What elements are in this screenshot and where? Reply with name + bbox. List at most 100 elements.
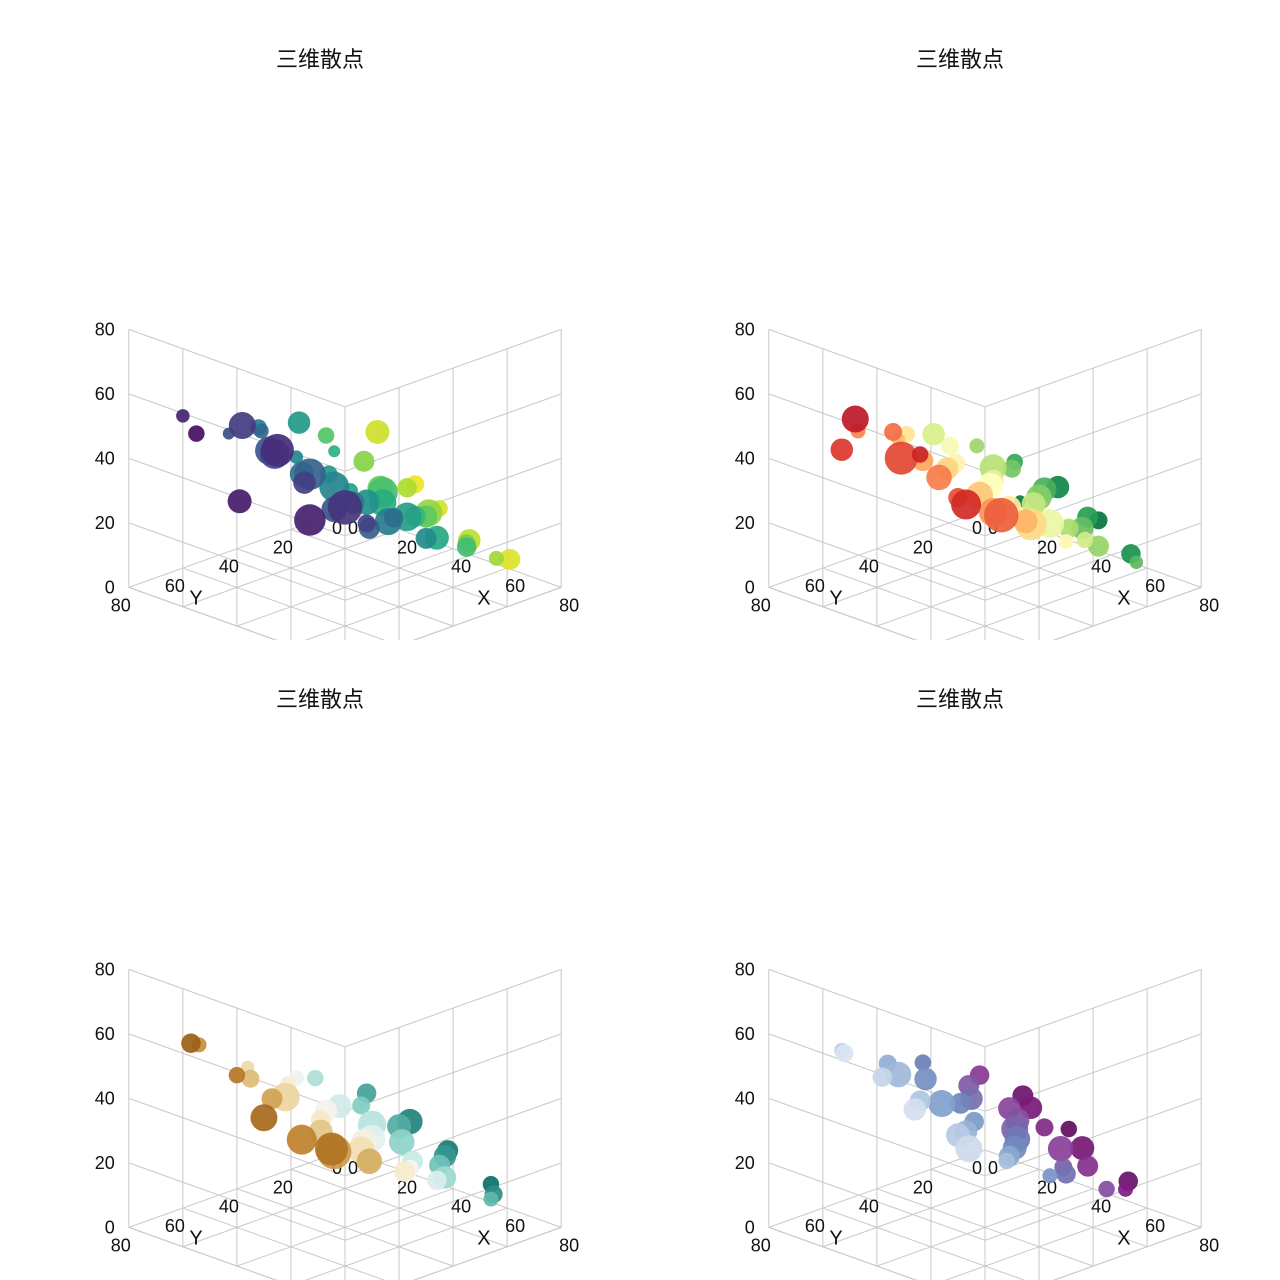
- scatter-point: [926, 465, 952, 491]
- svg-text:80: 80: [751, 595, 771, 615]
- scatter-point: [884, 423, 902, 441]
- scatter-point: [928, 1090, 955, 1117]
- scatter-point: [315, 1133, 348, 1166]
- svg-text:Y: Y: [189, 588, 202, 610]
- scatter-point: [416, 528, 437, 549]
- svg-text:40: 40: [95, 448, 115, 468]
- scatter-point: [1098, 1181, 1115, 1198]
- panel-top-right: 三维散点 020406080020406080020406080XY: [640, 0, 1280, 640]
- scatter-point: [835, 1044, 853, 1062]
- scatter-point: [873, 1067, 893, 1087]
- svg-text:60: 60: [165, 576, 185, 596]
- scatter-point: [384, 508, 404, 528]
- scatter-point: [176, 409, 190, 423]
- scatter-point: [1056, 1164, 1076, 1184]
- svg-text:60: 60: [735, 384, 755, 404]
- scatter-point: [181, 1034, 201, 1054]
- svg-text:40: 40: [859, 557, 879, 577]
- svg-text:Y: Y: [829, 1228, 842, 1250]
- svg-text:40: 40: [451, 1197, 471, 1217]
- svg-text:X: X: [477, 588, 490, 610]
- scatter-point: [457, 537, 477, 557]
- scatter-point: [318, 427, 335, 444]
- scatter-point: [228, 489, 252, 513]
- scatter-point: [1118, 1182, 1133, 1197]
- svg-text:X: X: [1117, 588, 1130, 610]
- svg-text:80: 80: [559, 595, 579, 615]
- svg-text:40: 40: [219, 1197, 239, 1217]
- svg-text:0: 0: [105, 577, 115, 597]
- panel-bottom-right: 三维散点 020406080020406080020406080XY: [640, 640, 1280, 1280]
- scatter-point: [353, 451, 374, 472]
- scatter-point: [307, 1070, 324, 1087]
- scatter-point: [365, 420, 389, 444]
- svg-text:X: X: [1117, 1228, 1130, 1250]
- svg-text:60: 60: [505, 1216, 525, 1236]
- scatter-point: [984, 498, 1019, 533]
- scatter-point: [922, 423, 945, 446]
- svg-text:80: 80: [559, 1235, 579, 1255]
- svg-text:40: 40: [859, 1197, 879, 1217]
- scatter-point: [254, 423, 269, 438]
- panel-top-left: 三维散点 020406080020406080020406080XY: [0, 0, 640, 640]
- scatter-point: [328, 490, 363, 525]
- scatter-point: [287, 1125, 317, 1155]
- svg-text:80: 80: [95, 319, 115, 339]
- svg-text:0: 0: [745, 577, 755, 597]
- svg-text:20: 20: [913, 1177, 933, 1197]
- scatter-point: [489, 551, 504, 566]
- scatter-point: [427, 1171, 447, 1191]
- scatter-point: [288, 411, 311, 434]
- scatter-point: [294, 504, 326, 536]
- scatter-point: [394, 1161, 415, 1182]
- svg-text:80: 80: [111, 595, 131, 615]
- svg-text:Y: Y: [829, 588, 842, 610]
- scatter3d-plot: 020406080020406080020406080XY: [640, 0, 1280, 640]
- scatter3d-plot: 020406080020406080020406080XY: [0, 640, 640, 1280]
- scatter-point: [1048, 1136, 1074, 1162]
- svg-text:20: 20: [735, 513, 755, 533]
- scatter-point: [483, 1192, 498, 1207]
- svg-text:20: 20: [95, 1153, 115, 1173]
- scatter-point: [261, 434, 294, 467]
- svg-text:40: 40: [1091, 1197, 1111, 1217]
- svg-text:40: 40: [219, 557, 239, 577]
- scatter-point: [397, 478, 417, 498]
- scatter-point: [912, 446, 929, 463]
- scatter-point: [1061, 1121, 1078, 1138]
- svg-text:60: 60: [95, 1024, 115, 1044]
- svg-text:80: 80: [111, 1235, 131, 1255]
- scatter-point: [188, 425, 205, 442]
- svg-text:20: 20: [1037, 537, 1057, 557]
- scatter-point: [358, 515, 376, 533]
- svg-text:60: 60: [735, 1024, 755, 1044]
- svg-text:20: 20: [735, 1153, 755, 1173]
- scatter-point: [1059, 534, 1074, 549]
- scatter-point: [229, 1067, 246, 1084]
- svg-text:40: 40: [95, 1088, 115, 1108]
- panel-bottom-left: 三维散点 020406080020406080020406080XY: [0, 640, 640, 1280]
- scatter-point: [1035, 1118, 1053, 1136]
- svg-text:60: 60: [805, 1216, 825, 1236]
- scatter-point: [229, 412, 256, 439]
- scatter-point: [998, 1153, 1015, 1170]
- scatter-point: [328, 445, 340, 457]
- scatter-point: [1042, 1168, 1057, 1183]
- svg-text:60: 60: [1145, 576, 1165, 596]
- svg-text:80: 80: [1199, 1235, 1219, 1255]
- scatter-point: [955, 1135, 982, 1162]
- svg-text:20: 20: [95, 513, 115, 533]
- scatter-point: [389, 1129, 415, 1155]
- scatter-point: [941, 437, 959, 455]
- scatter-point: [357, 1149, 383, 1175]
- scatter-point: [1077, 532, 1094, 549]
- svg-text:80: 80: [735, 959, 755, 979]
- svg-text:60: 60: [1145, 1216, 1165, 1236]
- scatter-point: [842, 406, 869, 433]
- scatter-point: [951, 490, 981, 520]
- svg-text:0: 0: [972, 518, 982, 538]
- svg-text:40: 40: [735, 1088, 755, 1108]
- svg-text:20: 20: [913, 537, 933, 557]
- scatter3d-plot: 020406080020406080020406080XY: [0, 0, 640, 640]
- scatter-point: [293, 471, 316, 494]
